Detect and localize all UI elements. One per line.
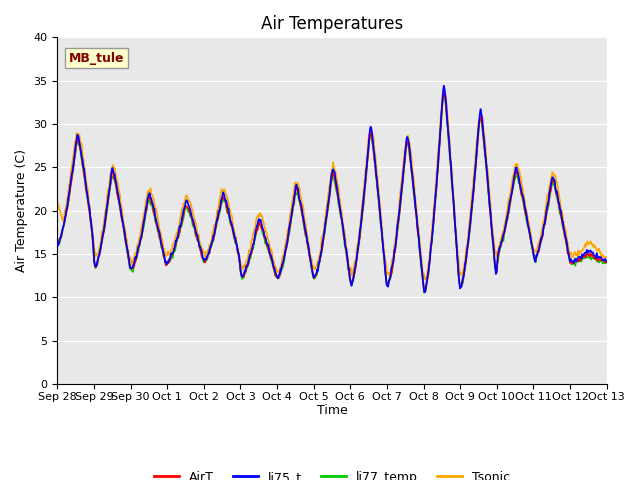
Line: Tsonic: Tsonic: [58, 91, 607, 280]
li75_t: [176, 223, 184, 228]
Y-axis label: Air Temperature (C): Air Temperature (C): [15, 149, 28, 272]
Tsonic: [440, 88, 448, 94]
li77_temp: [54, 241, 61, 247]
AirT: [120, 227, 128, 232]
li75_t: [120, 226, 128, 232]
li77_temp: [176, 230, 184, 236]
Legend: AirT, li75_t, li77_temp, Tsonic: AirT, li75_t, li77_temp, Tsonic: [149, 466, 515, 480]
X-axis label: Time: Time: [317, 405, 348, 418]
li77_temp: [120, 227, 128, 232]
AirT: [415, 235, 422, 240]
li77_temp: [63, 201, 71, 207]
Tsonic: [205, 248, 212, 254]
Line: li77_temp: li77_temp: [58, 94, 607, 293]
Line: li75_t: li75_t: [58, 86, 607, 292]
Tsonic: [603, 255, 611, 261]
li75_t: [415, 234, 422, 240]
AirT: [421, 289, 429, 295]
li77_temp: [205, 249, 212, 255]
Line: AirT: AirT: [58, 93, 607, 292]
Tsonic: [176, 218, 184, 224]
Tsonic: [415, 229, 422, 235]
li75_t: [603, 258, 611, 264]
Tsonic: [399, 168, 406, 174]
Title: Air Temperatures: Air Temperatures: [261, 15, 403, 33]
Tsonic: [422, 277, 429, 283]
li75_t: [440, 83, 448, 89]
AirT: [440, 90, 448, 96]
AirT: [399, 179, 406, 185]
li75_t: [205, 251, 212, 256]
li77_temp: [603, 260, 611, 265]
li77_temp: [415, 237, 422, 243]
AirT: [54, 241, 61, 247]
li77_temp: [420, 290, 428, 296]
li75_t: [54, 241, 61, 247]
li75_t: [63, 204, 71, 210]
Tsonic: [63, 195, 71, 201]
Tsonic: [54, 199, 61, 205]
AirT: [603, 260, 611, 265]
li77_temp: [399, 180, 406, 186]
Text: MB_tule: MB_tule: [68, 51, 124, 65]
li75_t: [399, 176, 406, 181]
AirT: [176, 229, 184, 235]
AirT: [205, 251, 212, 256]
li75_t: [421, 289, 429, 295]
AirT: [63, 206, 71, 212]
Tsonic: [120, 222, 128, 228]
li77_temp: [440, 91, 448, 97]
